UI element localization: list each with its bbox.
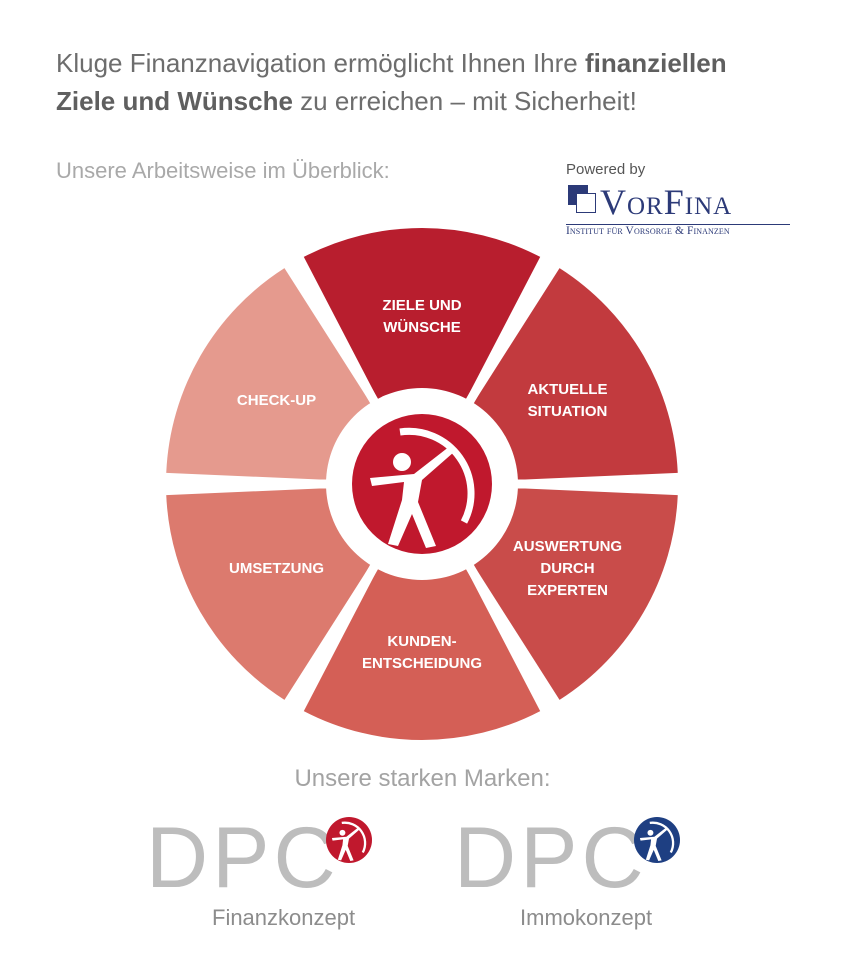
archer-logo-icon bbox=[326, 817, 372, 863]
archer-logo-icon bbox=[352, 414, 492, 554]
vorfina-brand: VorFina bbox=[600, 182, 733, 222]
vorfina-logo: Powered by VorFina Institut für Vorsorge… bbox=[566, 161, 796, 245]
subtitle: Unsere Arbeitsweise im Überblick: bbox=[56, 158, 390, 183]
brands-title: Unsere starken Marken: bbox=[294, 765, 551, 792]
headline: Kluge Finanznavigation ermöglicht Ihnen … bbox=[56, 44, 816, 120]
brand-subtitle: Finanzkonzept bbox=[212, 905, 356, 930]
wheel-segment bbox=[303, 484, 541, 741]
wheel-segment-label: AUSWERTUNG bbox=[513, 538, 622, 555]
vorfina-mark-icon bbox=[568, 185, 596, 213]
wheel-segment-label: CHECK-UP bbox=[237, 392, 316, 409]
wheel-segment-label: SITUATION bbox=[528, 403, 608, 420]
brand-name: DPC bbox=[146, 810, 340, 906]
vorfina-rule bbox=[566, 224, 790, 225]
wheel-segment-label: ENTSCHEIDUNG bbox=[362, 655, 482, 672]
powered-by-label: Powered by bbox=[566, 161, 646, 178]
wheel-segment-label: DURCH bbox=[540, 560, 594, 577]
wheel-segment-label: ZIELE UND bbox=[382, 297, 461, 314]
wheel-segment bbox=[303, 228, 541, 484]
wheel-segment-label: AKTUELLE bbox=[527, 381, 607, 398]
wheel-segment-label: EXPERTEN bbox=[527, 582, 608, 599]
vorfina-institute: Institut für Vorsorge & Finanzen bbox=[566, 225, 730, 237]
wheel-segment-label: UMSETZUNG bbox=[229, 560, 324, 577]
wheel-segment-label: WÜNSCHE bbox=[383, 319, 461, 336]
headline-bold1: finanziellen bbox=[585, 48, 727, 78]
brand-subtitle: Immokonzept bbox=[520, 905, 653, 930]
headline-bold2: Ziele und Wünsche bbox=[56, 86, 293, 116]
archer-logo-icon bbox=[634, 817, 680, 863]
headline-part2: zu erreichen – mit Sicherheit! bbox=[292, 86, 637, 116]
brand-name: DPC bbox=[454, 810, 648, 906]
wheel-segment-label: KUNDEN- bbox=[387, 633, 456, 650]
headline-part1: Kluge Finanznavigation ermöglicht Ihnen … bbox=[56, 48, 585, 78]
